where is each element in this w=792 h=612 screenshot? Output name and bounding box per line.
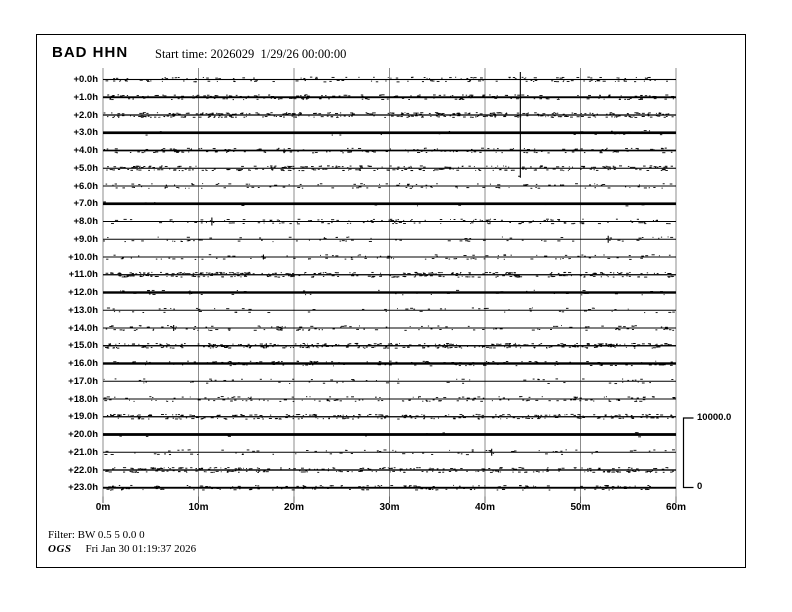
minute-tick-label: 30m <box>379 502 400 513</box>
hour-tick-label: +13.0h <box>68 304 98 316</box>
hour-tick-label: +7.0h <box>73 198 98 210</box>
start-time-label: Start time: 2026029 1/29/26 00:00:00 <box>155 47 347 61</box>
hour-tick-label: +14.0h <box>68 322 98 334</box>
hour-tick-label: +3.0h <box>73 127 98 139</box>
hour-tick-label: +5.0h <box>73 162 98 174</box>
minute-tick-label: 40m <box>474 502 495 513</box>
footer-credit-line: OGS Fri Jan 30 01:19:37 2026 <box>48 543 196 555</box>
hour-tick-label: +23.0h <box>68 482 98 494</box>
scale-bar-max-label: 10000.0 <box>697 412 732 423</box>
hour-tick-label: +12.0h <box>68 287 98 298</box>
hour-tick-label: +8.0h <box>73 216 98 227</box>
plot-frame-border <box>36 34 746 568</box>
hour-tick-label: +21.0h <box>68 446 98 458</box>
hour-tick-label: +18.0h <box>68 393 98 405</box>
hour-tick-label: +10.0h <box>68 251 98 263</box>
station-title: BAD HHN <box>52 44 129 61</box>
hour-tick-label: +6.0h <box>73 180 98 192</box>
hour-tick-label: +15.0h <box>68 340 98 352</box>
minute-tick-label: 10m <box>188 502 209 513</box>
hour-tick-label: +11.0h <box>68 269 98 281</box>
hour-tick-label: +17.0h <box>68 375 98 387</box>
hour-tick-label: +20.0h <box>68 429 98 440</box>
hour-tick-label: +22.0h <box>68 464 98 476</box>
minute-tick-label: 50m <box>570 502 591 513</box>
render-timestamp: Fri Jan 30 01:19:37 2026 <box>85 543 197 555</box>
minute-tick-label: 60m <box>665 502 686 513</box>
filter-label: Filter: BW 0.5 5 0.0 0 <box>48 529 145 541</box>
hour-tick-label: +2.0h <box>73 109 98 121</box>
hour-tick-label: +4.0h <box>73 145 98 156</box>
minute-tick-label: 20m <box>283 502 304 513</box>
hour-tick-label: +0.0h <box>73 74 98 85</box>
minute-tick-label: 0m <box>95 502 111 513</box>
agency-logo-text: OGS <box>48 543 72 555</box>
hour-tick-label: +1.0h <box>73 91 98 103</box>
hour-tick-label: +9.0h <box>73 233 98 245</box>
scale-bar-min-label: 0 <box>697 481 703 492</box>
hour-tick-label: +16.0h <box>68 358 98 369</box>
hour-tick-label: +19.0h <box>68 411 98 423</box>
